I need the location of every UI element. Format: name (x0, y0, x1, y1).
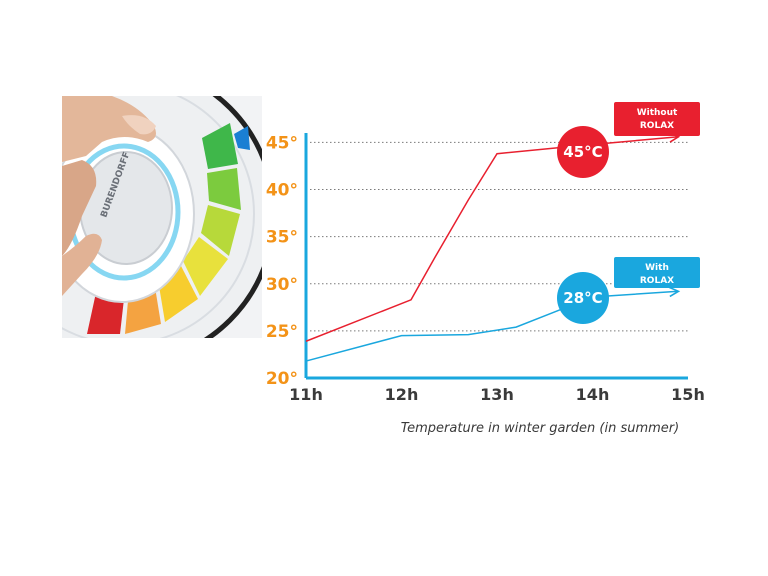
x-tick-labels: 11h 12h 13h 14h 15h (289, 385, 705, 404)
series-lines (305, 132, 681, 362)
x-tick-label: 11h (289, 385, 323, 404)
end-value-label: 45°C (563, 143, 602, 161)
legend-label: Without (637, 108, 678, 118)
x-tick-label: 13h (480, 385, 514, 404)
y-tick-labels: 20° 25° 30° 35° 40° 45° (266, 133, 298, 389)
end-value-label: 28°C (563, 289, 602, 307)
y-tick-label: 45° (266, 133, 298, 153)
y-tick-label: 25° (266, 322, 298, 342)
x-tick-label: 14h (576, 385, 610, 404)
end-value-circle (557, 126, 609, 178)
product-photo: BURENDORFF (62, 96, 262, 338)
legend-label: ROLAX (640, 276, 674, 286)
series-end-callout: 28°C With ROLAX (557, 257, 700, 324)
end-value-circle (557, 272, 609, 324)
pointer-marker (234, 126, 250, 150)
y-tick-label: 35° (266, 228, 298, 248)
x-axis-label: Temperature in winter garden (in summer) (401, 421, 679, 436)
y-tick-label: 40° (266, 181, 298, 201)
series-labels: 45°C Without ROLAX 28°C With ROLAX (557, 102, 700, 324)
legend-badge (614, 257, 700, 288)
y-tick-label: 20° (266, 369, 298, 389)
grid-lines (306, 141, 688, 332)
color-scale-gauge (87, 123, 250, 334)
y-tick-label: 30° (266, 275, 298, 295)
hand (62, 96, 156, 296)
legend-label: With (645, 263, 669, 273)
legend-label: ROLAX (640, 121, 674, 131)
legend-badge (614, 102, 700, 136)
x-tick-label: 15h (671, 385, 705, 404)
series-arrowhead (668, 286, 681, 298)
series-end-callout: 45°C Without ROLAX (557, 102, 700, 178)
series-line-2 (305, 290, 679, 362)
series-line-1 (305, 136, 679, 342)
x-tick-label: 12h (385, 385, 419, 404)
